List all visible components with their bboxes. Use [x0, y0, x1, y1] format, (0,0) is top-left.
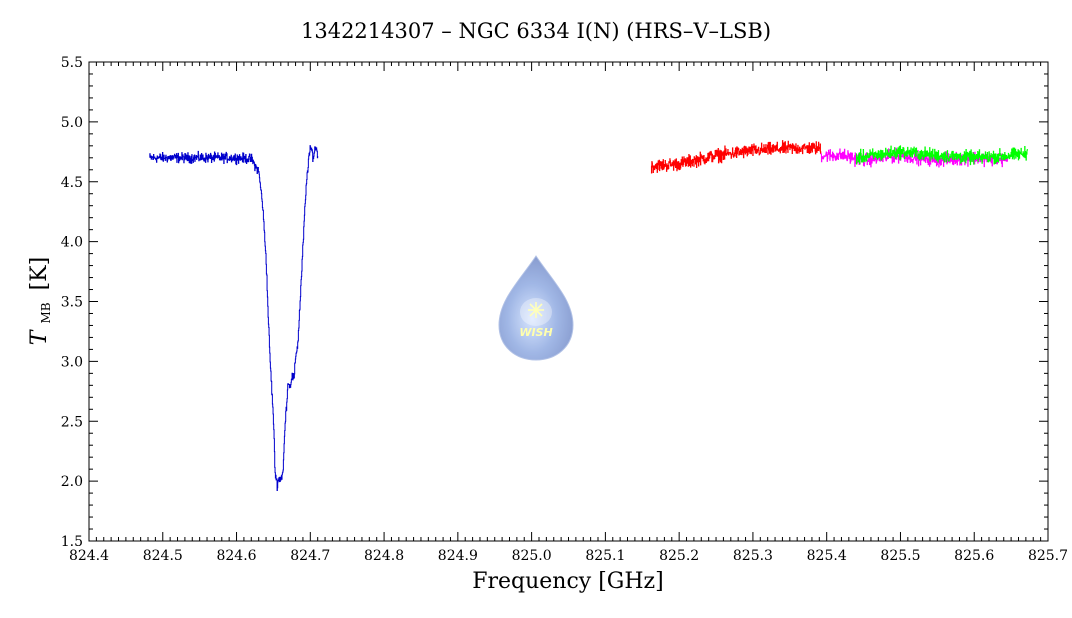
- spectrum-series-4: [856, 145, 1028, 166]
- x-axis-label: Frequency [GHz]: [472, 569, 664, 594]
- x-tick-label: 825.4: [807, 548, 847, 564]
- axis-ticks: [88, 61, 1049, 542]
- wish-logo-text: WISH: [519, 326, 552, 339]
- spectrum-series: [149, 140, 1028, 492]
- y-tick-label: 1.5: [61, 534, 83, 550]
- x-tick-label: 825.2: [659, 548, 699, 564]
- y-tick-label: 3.0: [61, 354, 83, 370]
- x-tick-label: 824.6: [216, 548, 256, 564]
- star-icon: [528, 302, 544, 318]
- y-tick-label: 2.5: [61, 414, 83, 430]
- y-axis-label-sub: MB: [39, 302, 53, 323]
- x-tick-label: 824.9: [438, 548, 478, 564]
- y-axis-label-unit: [K]: [27, 257, 52, 291]
- x-tick-label: 825.6: [954, 548, 994, 564]
- y-tick-label: 2.0: [61, 474, 83, 490]
- x-tick-label: 825.7: [1028, 548, 1068, 564]
- x-tick-label: 825.3: [733, 548, 773, 564]
- x-tick-label: 825.1: [585, 548, 625, 564]
- x-tick-label: 824.8: [364, 548, 404, 564]
- y-tick-label: 3.5: [61, 295, 83, 311]
- y-tick-label: 4.5: [61, 175, 83, 191]
- y-tick-label: 5.0: [61, 115, 83, 131]
- y-tick-label: 4.0: [61, 235, 83, 251]
- x-tick-label: 824.7: [290, 548, 330, 564]
- tick-labels: 824.4 824.5 824.6 824.7 824.8 824.9 825.0 825.1…: [61, 55, 1068, 564]
- chart-title: 1342214307 – NGC 6334 I(N) (HRS–V–LSB): [301, 19, 771, 43]
- y-tick-label: 5.5: [61, 55, 83, 71]
- plot-frame: [88, 61, 1049, 542]
- spectrum-series-1: [149, 145, 319, 492]
- spectrum-series-2: [650, 140, 822, 174]
- y-axis-label-main: T: [27, 328, 52, 345]
- x-tick-label: 824.5: [143, 548, 183, 564]
- x-tick-label: 824.4: [69, 548, 109, 564]
- wish-logo: WISH: [498, 255, 574, 361]
- x-tick-label: 825.5: [880, 548, 920, 564]
- x-tick-label: 825.0: [512, 548, 552, 564]
- y-axis-label: T MB [K]: [27, 257, 56, 345]
